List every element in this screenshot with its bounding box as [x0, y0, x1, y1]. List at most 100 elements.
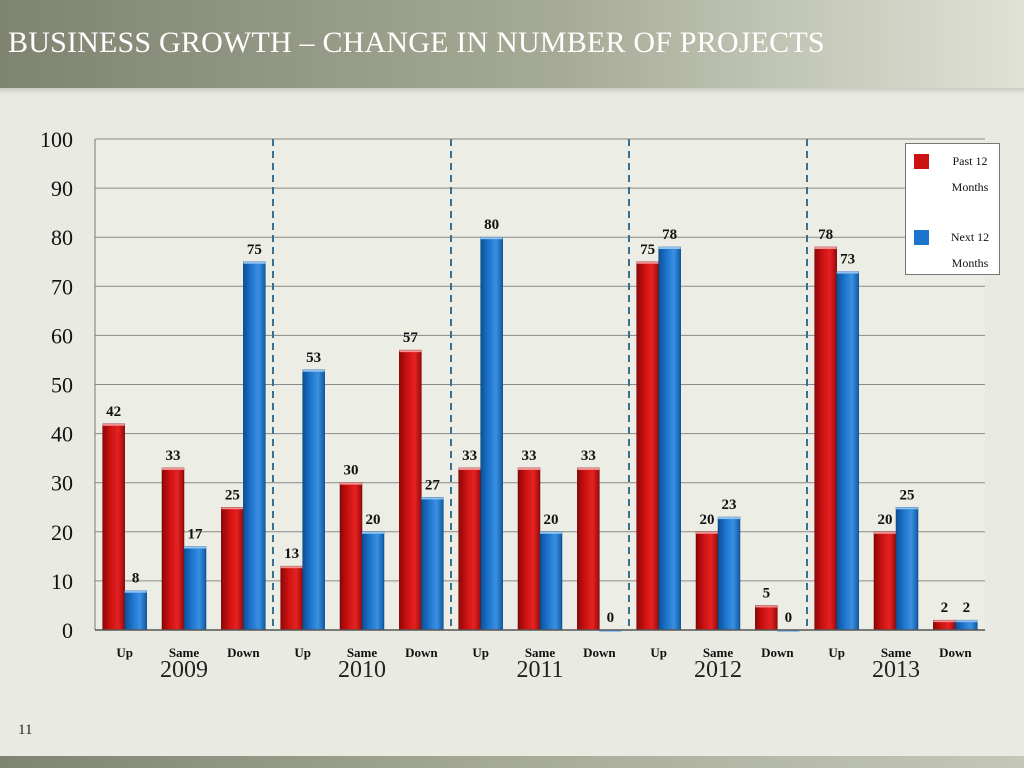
x-tick-label: Down	[761, 645, 794, 660]
y-tick-label: 0	[62, 618, 73, 643]
bar-next-cap	[421, 497, 444, 500]
bar-past	[755, 605, 778, 631]
bar-next	[836, 271, 859, 631]
group-year-label: 2012	[694, 657, 742, 683]
bar-next	[361, 531, 385, 631]
bar-next-cap	[955, 620, 978, 623]
data-label-next: 23	[722, 497, 737, 513]
y-tick-label: 60	[51, 323, 73, 348]
x-tick-label: Up	[116, 645, 133, 660]
x-tick-label: Down	[583, 645, 616, 660]
bar-next	[243, 261, 266, 631]
legend-label-past: Past 12 Months	[951, 154, 989, 194]
bar-past	[339, 482, 363, 631]
y-tick-label: 30	[51, 471, 73, 496]
bar-next	[895, 507, 919, 631]
bar-next	[539, 531, 563, 631]
bar-past	[636, 261, 659, 631]
y-tick-label: 90	[51, 176, 73, 201]
bar-next-cap	[658, 247, 681, 250]
bar-next-cap	[184, 546, 206, 549]
data-label-past: 33	[462, 448, 477, 464]
data-label-next: 17	[188, 527, 204, 543]
bar-past-cap	[102, 423, 125, 426]
data-label-past: 57	[403, 330, 419, 346]
data-label-past: 13	[284, 546, 299, 562]
bar-past	[695, 531, 719, 631]
bar-next	[717, 516, 741, 631]
bar-next-cap	[836, 271, 859, 274]
bar-past-cap	[874, 531, 896, 534]
bar-past-cap	[755, 605, 778, 608]
bar-past	[814, 246, 837, 631]
x-tick-label: Same	[347, 645, 378, 660]
x-tick-label: Same	[703, 645, 734, 660]
legend-swatch-next	[914, 230, 929, 245]
bar-past	[873, 531, 897, 631]
data-label-next: 53	[306, 350, 321, 366]
y-tick-label: 40	[51, 422, 73, 447]
data-label-past: 5	[763, 585, 771, 601]
bar-past	[161, 467, 185, 631]
bar-past	[577, 467, 600, 631]
data-label-past: 25	[225, 487, 240, 503]
x-tick-label: Up	[472, 645, 489, 660]
x-tick-label: Down	[939, 645, 972, 660]
data-label-next: 75	[247, 242, 262, 258]
bar-next	[480, 236, 503, 631]
x-tick-label: Down	[227, 645, 260, 660]
bar-past	[458, 467, 481, 631]
bar-past-cap	[399, 350, 422, 353]
bar-past	[517, 467, 541, 631]
y-tick-label: 50	[51, 373, 73, 398]
bar-next-cap	[362, 531, 384, 534]
bar-next-cap	[718, 517, 740, 520]
legend-swatch-past	[914, 154, 929, 169]
legend-label-next: Next 12 Months	[950, 230, 990, 270]
y-tick-label: 100	[40, 127, 73, 152]
legend-item-past: Past 12 Months	[906, 148, 999, 198]
data-label-next: 25	[900, 487, 915, 503]
bar-past	[399, 349, 422, 631]
title-bar: BUSINESS GROWTH – CHANGE IN NUMBER OF PR…	[0, 0, 1024, 88]
data-label-past: 33	[166, 448, 181, 464]
data-label-next: 8	[132, 571, 140, 587]
bar-past-cap	[458, 467, 481, 470]
group-year-label: 2011	[516, 657, 563, 683]
page-number: 11	[18, 722, 33, 738]
group-year-label: 2009	[160, 657, 208, 683]
bar-past-cap	[933, 620, 956, 623]
bottom-bar	[0, 756, 1024, 768]
data-label-next: 80	[484, 217, 499, 233]
bar-past-cap	[518, 467, 540, 470]
bar-past-cap	[221, 507, 244, 510]
y-tick-label: 20	[51, 520, 73, 545]
data-label-next: 2	[963, 600, 971, 616]
data-label-past: 20	[700, 512, 715, 528]
group-year-label: 2010	[338, 657, 386, 683]
x-tick-label: Same	[169, 645, 200, 660]
data-label-past: 20	[878, 512, 893, 528]
bar-next-cap	[302, 369, 325, 372]
x-tick-label: Down	[405, 645, 438, 660]
title-divider	[0, 88, 1024, 94]
bar-next-cap	[540, 531, 562, 534]
data-label-next: 27	[425, 477, 441, 493]
bar-next-cap	[124, 590, 147, 593]
x-tick-label: Up	[650, 645, 667, 660]
data-label-next: 78	[662, 227, 677, 243]
bar-next-cap	[599, 630, 622, 632]
data-label-past: 30	[344, 463, 359, 479]
data-label-next: 0	[785, 610, 793, 626]
group-year-label: 2013	[872, 657, 920, 683]
bar-past-cap	[340, 482, 362, 485]
legend-item-next: Next 12 Months	[906, 224, 999, 274]
data-label-past: 2	[941, 600, 949, 616]
y-tick-label: 80	[51, 225, 73, 250]
slide-title: BUSINESS GROWTH – CHANGE IN NUMBER OF PR…	[8, 26, 825, 59]
chart-legend: Past 12 Months Next 12 Months	[905, 143, 1000, 275]
bar-next	[658, 246, 681, 631]
data-label-next: 20	[366, 512, 381, 528]
data-label-past: 42	[106, 404, 121, 420]
